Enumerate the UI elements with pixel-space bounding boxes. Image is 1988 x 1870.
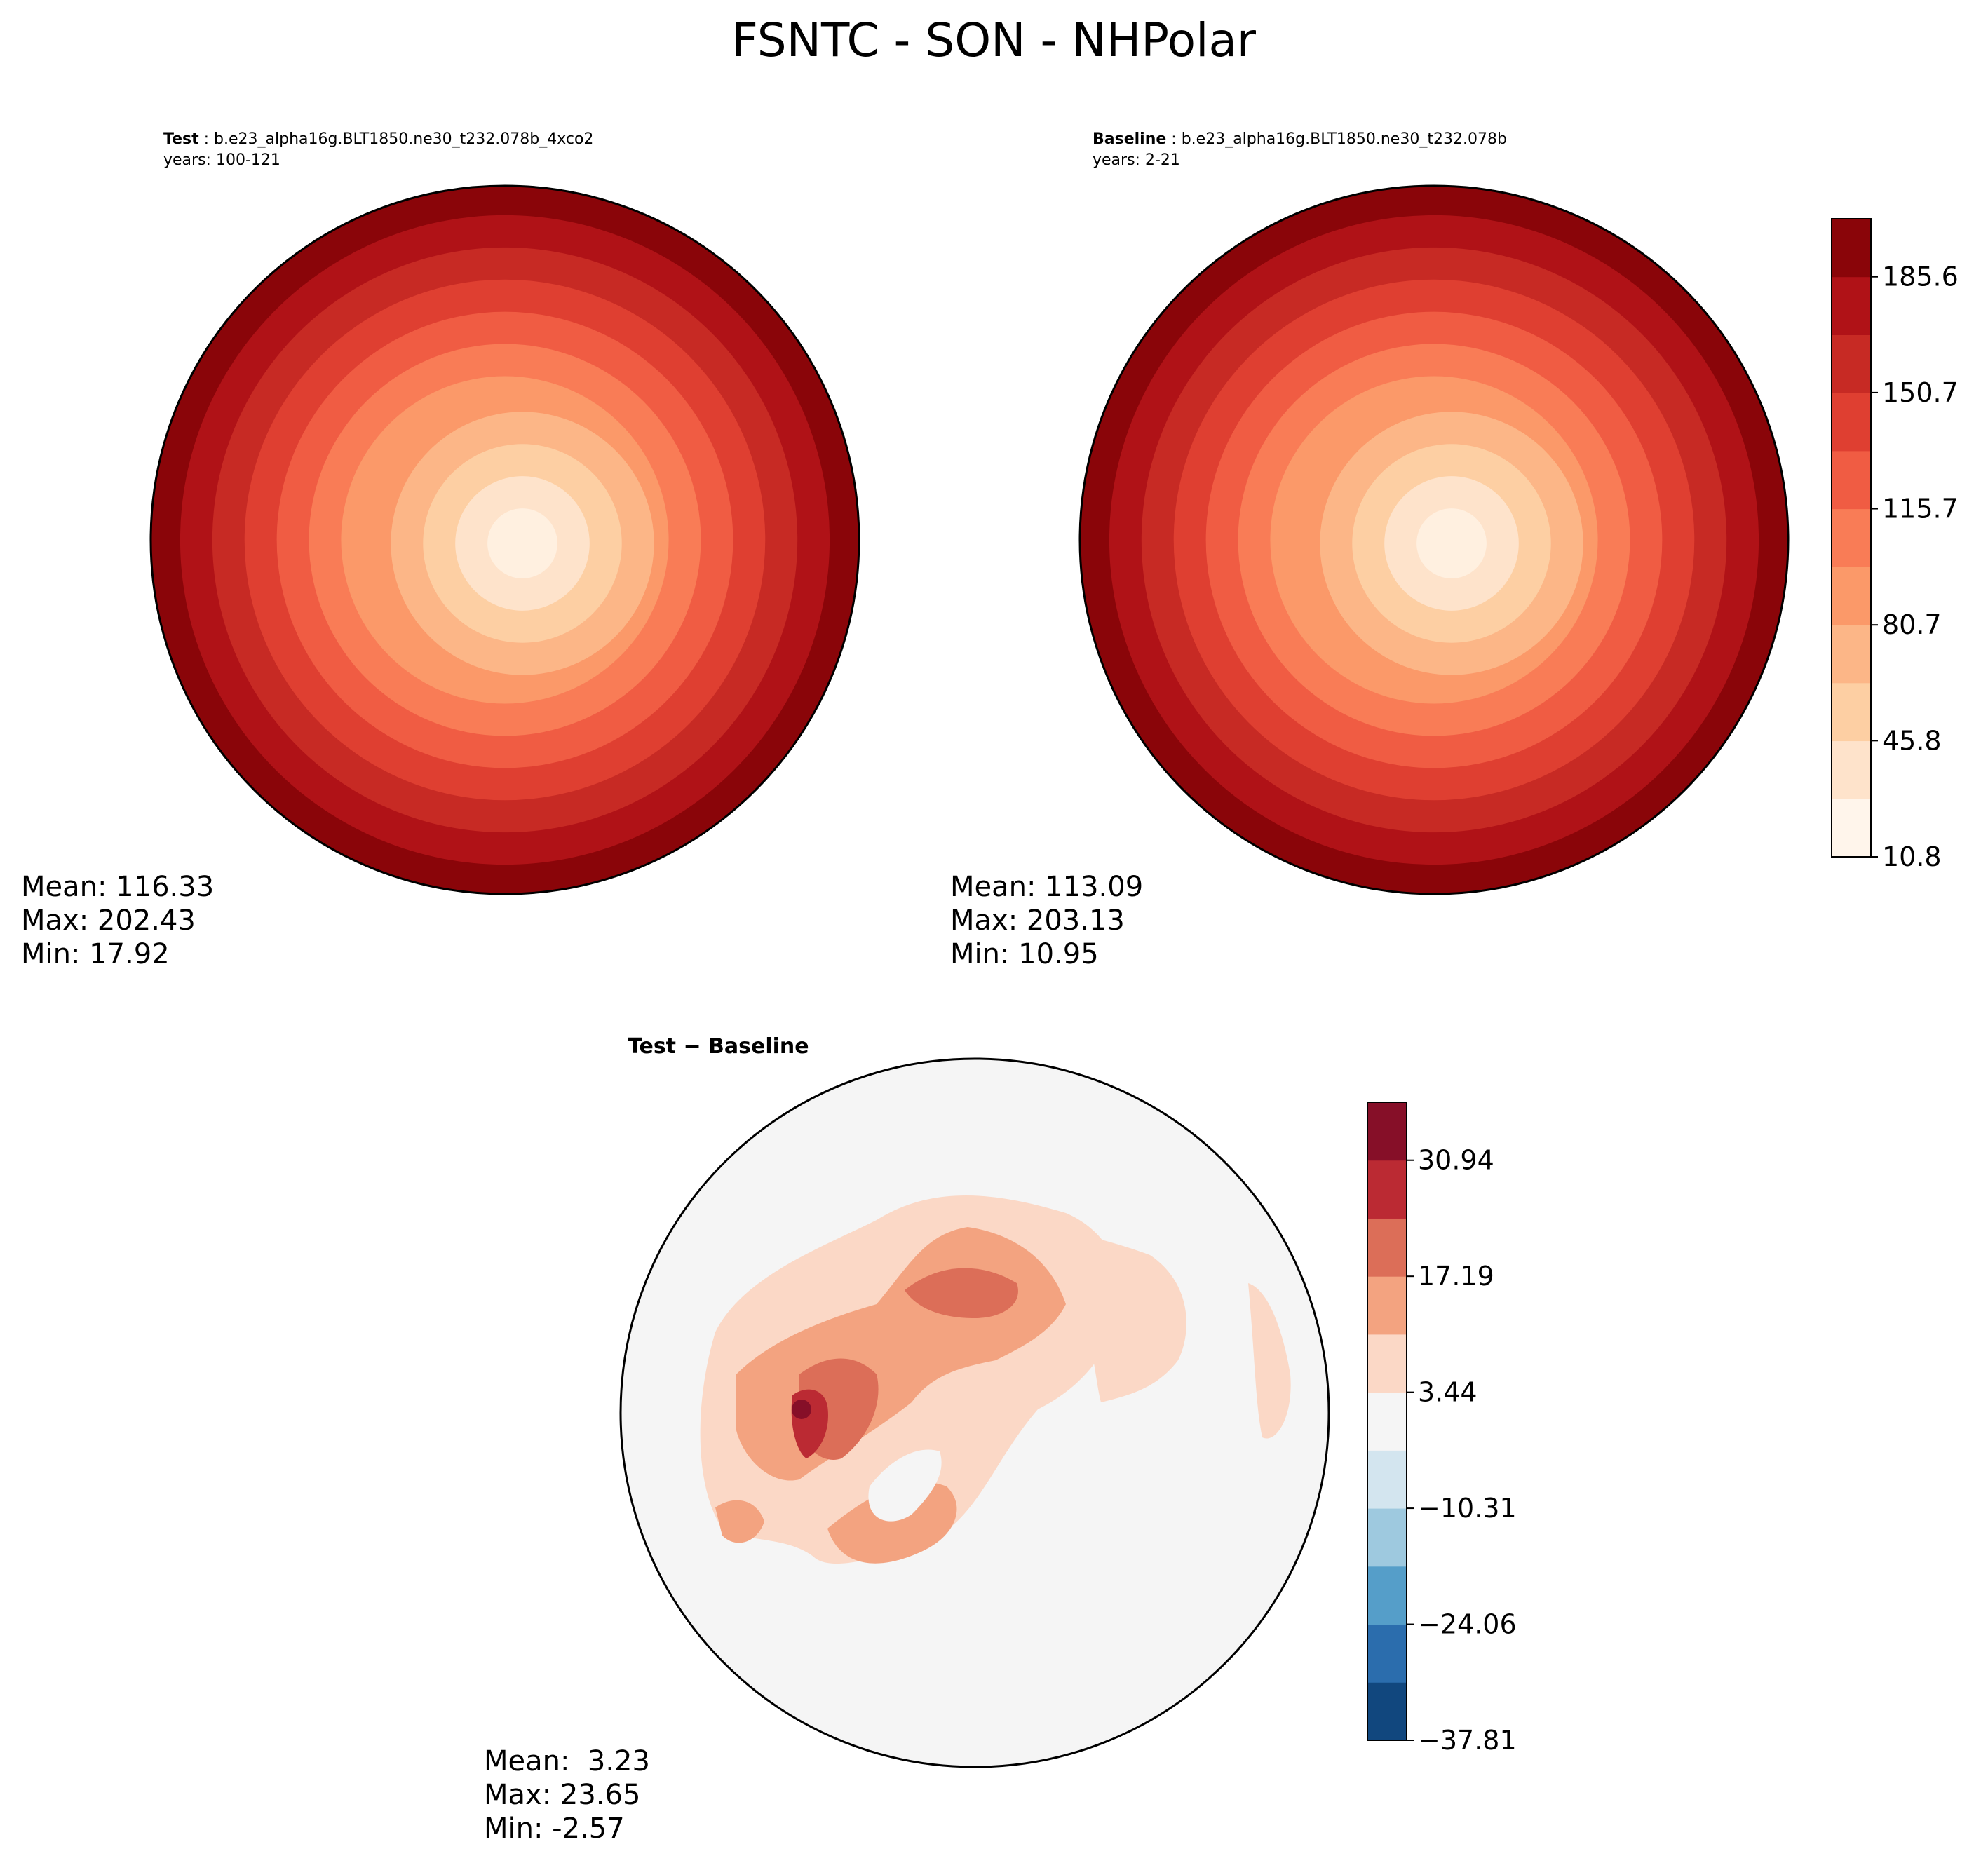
test-map [151, 186, 859, 894]
test-header-years: years: 100-121 [163, 151, 280, 169]
baseline-map [1080, 186, 1788, 894]
difference-colorbar-tick-label: 30.94 [1418, 1145, 1494, 1176]
difference-colorbar-tick-label: −10.31 [1418, 1493, 1517, 1524]
difference-colorbar-swatch [1367, 1392, 1407, 1451]
baseline-mean: Mean: 113.09 [950, 871, 1143, 903]
difference-min: Min: -2.57 [484, 1813, 625, 1845]
difference-colorbar-swatch [1367, 1566, 1407, 1625]
absolute-colorbar-swatch [1832, 393, 1871, 452]
diff-region-light-3 [1248, 1283, 1291, 1439]
difference-header: Test − Baseline [628, 1034, 809, 1059]
absolute-colorbar-tick-label: 10.8 [1882, 841, 1942, 872]
baseline-contour-band-11 [1416, 508, 1487, 578]
difference-stats: Mean: 3.23 Max: 23.65 Min: -2.57 [484, 1745, 650, 1845]
absolute-colorbar-tick-label: 150.7 [1882, 377, 1959, 408]
diff-region-mid-2 [827, 1482, 957, 1564]
difference-colorbar-swatch [1367, 1682, 1407, 1741]
absolute-colorbar-swatch [1832, 450, 1871, 510]
difference-colorbar-tick-label: −24.06 [1418, 1609, 1517, 1640]
absolute-colorbar-tick-label: 45.8 [1882, 725, 1942, 756]
absolute-colorbar-swatch [1832, 508, 1871, 567]
test-contour-band-11 [487, 508, 557, 578]
absolute-colorbar-swatch [1832, 334, 1871, 393]
difference-colorbar-frame [1367, 1102, 1407, 1741]
test-mean: Mean: 116.33 [21, 871, 214, 903]
difference-mean: Mean: 3.23 [484, 1745, 650, 1777]
diff-region-mid-3 [715, 1500, 764, 1543]
absolute-colorbar-tick-label: 115.7 [1882, 494, 1959, 524]
absolute-colorbar: 185.6 150.7 115.7 80.7 45.8 10.8 [1831, 218, 1959, 872]
test-max: Max: 202.43 [21, 904, 196, 937]
absolute-colorbar-swatch [1832, 799, 1871, 858]
difference-colorbar-swatch [1367, 1218, 1407, 1277]
difference-colorbar-swatch [1367, 1508, 1407, 1567]
diff-region-high-2 [905, 1268, 1018, 1318]
figure-title: FSNTC - SON - NHPolar [731, 13, 1257, 67]
absolute-colorbar-frame [1831, 218, 1872, 858]
absolute-colorbar-swatch [1832, 567, 1871, 625]
test-panel-header: Test : b.e23_alpha16g.BLT1850.ne30_t232.… [163, 130, 593, 169]
test-map-boundary [149, 184, 860, 895]
absolute-colorbar-swatch [1832, 625, 1871, 684]
absolute-colorbar-swatch [1832, 219, 1871, 278]
test-min: Min: 17.92 [21, 938, 170, 970]
difference-colorbar-swatch [1367, 1450, 1407, 1509]
absolute-colorbar-tick-label: 80.7 [1882, 609, 1942, 640]
diff-region-max [792, 1400, 811, 1419]
diff-greenland-interior [868, 1449, 942, 1522]
absolute-colorbar-swatch [1832, 682, 1871, 742]
baseline-header-years: years: 2-21 [1093, 151, 1180, 169]
baseline-map-boundary [1078, 184, 1790, 895]
test-header-case: b.e23_alpha16g.BLT1850.ne30_t232.078b_4x… [214, 130, 593, 148]
difference-max: Max: 23.65 [484, 1779, 640, 1811]
baseline-header-case: b.e23_alpha16g.BLT1850.ne30_t232.078b [1182, 130, 1507, 148]
test-header-label: Test [163, 130, 199, 148]
baseline-panel-header: Baseline : b.e23_alpha16g.BLT1850.ne30_t… [1093, 130, 1507, 169]
test-stats: Mean: 116.33 Max: 202.43 Min: 17.92 [21, 871, 214, 970]
difference-colorbar-swatch [1367, 1102, 1407, 1161]
difference-colorbar-swatch [1367, 1624, 1407, 1683]
difference-colorbar-tick-label: 17.19 [1418, 1261, 1494, 1292]
difference-map [621, 1059, 1329, 1767]
baseline-max: Max: 203.13 [950, 904, 1125, 937]
absolute-colorbar-tick-label: 185.6 [1882, 262, 1959, 292]
baseline-min: Min: 10.95 [950, 938, 1099, 970]
svg-text:Baseline : b.e23: Baseline : b.e23_alpha16g.BLT1850.ne30_t… [1093, 130, 1507, 148]
baseline-header-label: Baseline [1093, 130, 1166, 148]
absolute-colorbar-swatch [1832, 276, 1871, 335]
difference-colorbar-tick-label: 3.44 [1418, 1377, 1478, 1408]
difference-colorbar-swatch [1367, 1334, 1407, 1393]
difference-map-boundary [619, 1057, 1330, 1768]
difference-colorbar: 30.94 17.19 3.44 −10.31 −24.06 −37.81 [1367, 1102, 1517, 1756]
difference-colorbar-swatch [1367, 1276, 1407, 1335]
svg-text:Test : b.e23_alp: Test : b.e23_alpha16g.BLT1850.ne30_t232.… [163, 130, 593, 148]
baseline-stats: Mean: 113.09 Max: 203.13 Min: 10.95 [950, 871, 1143, 970]
difference-colorbar-tick-label: −37.81 [1418, 1725, 1517, 1756]
difference-colorbar-swatch [1367, 1160, 1407, 1219]
absolute-colorbar-swatch [1832, 740, 1871, 799]
